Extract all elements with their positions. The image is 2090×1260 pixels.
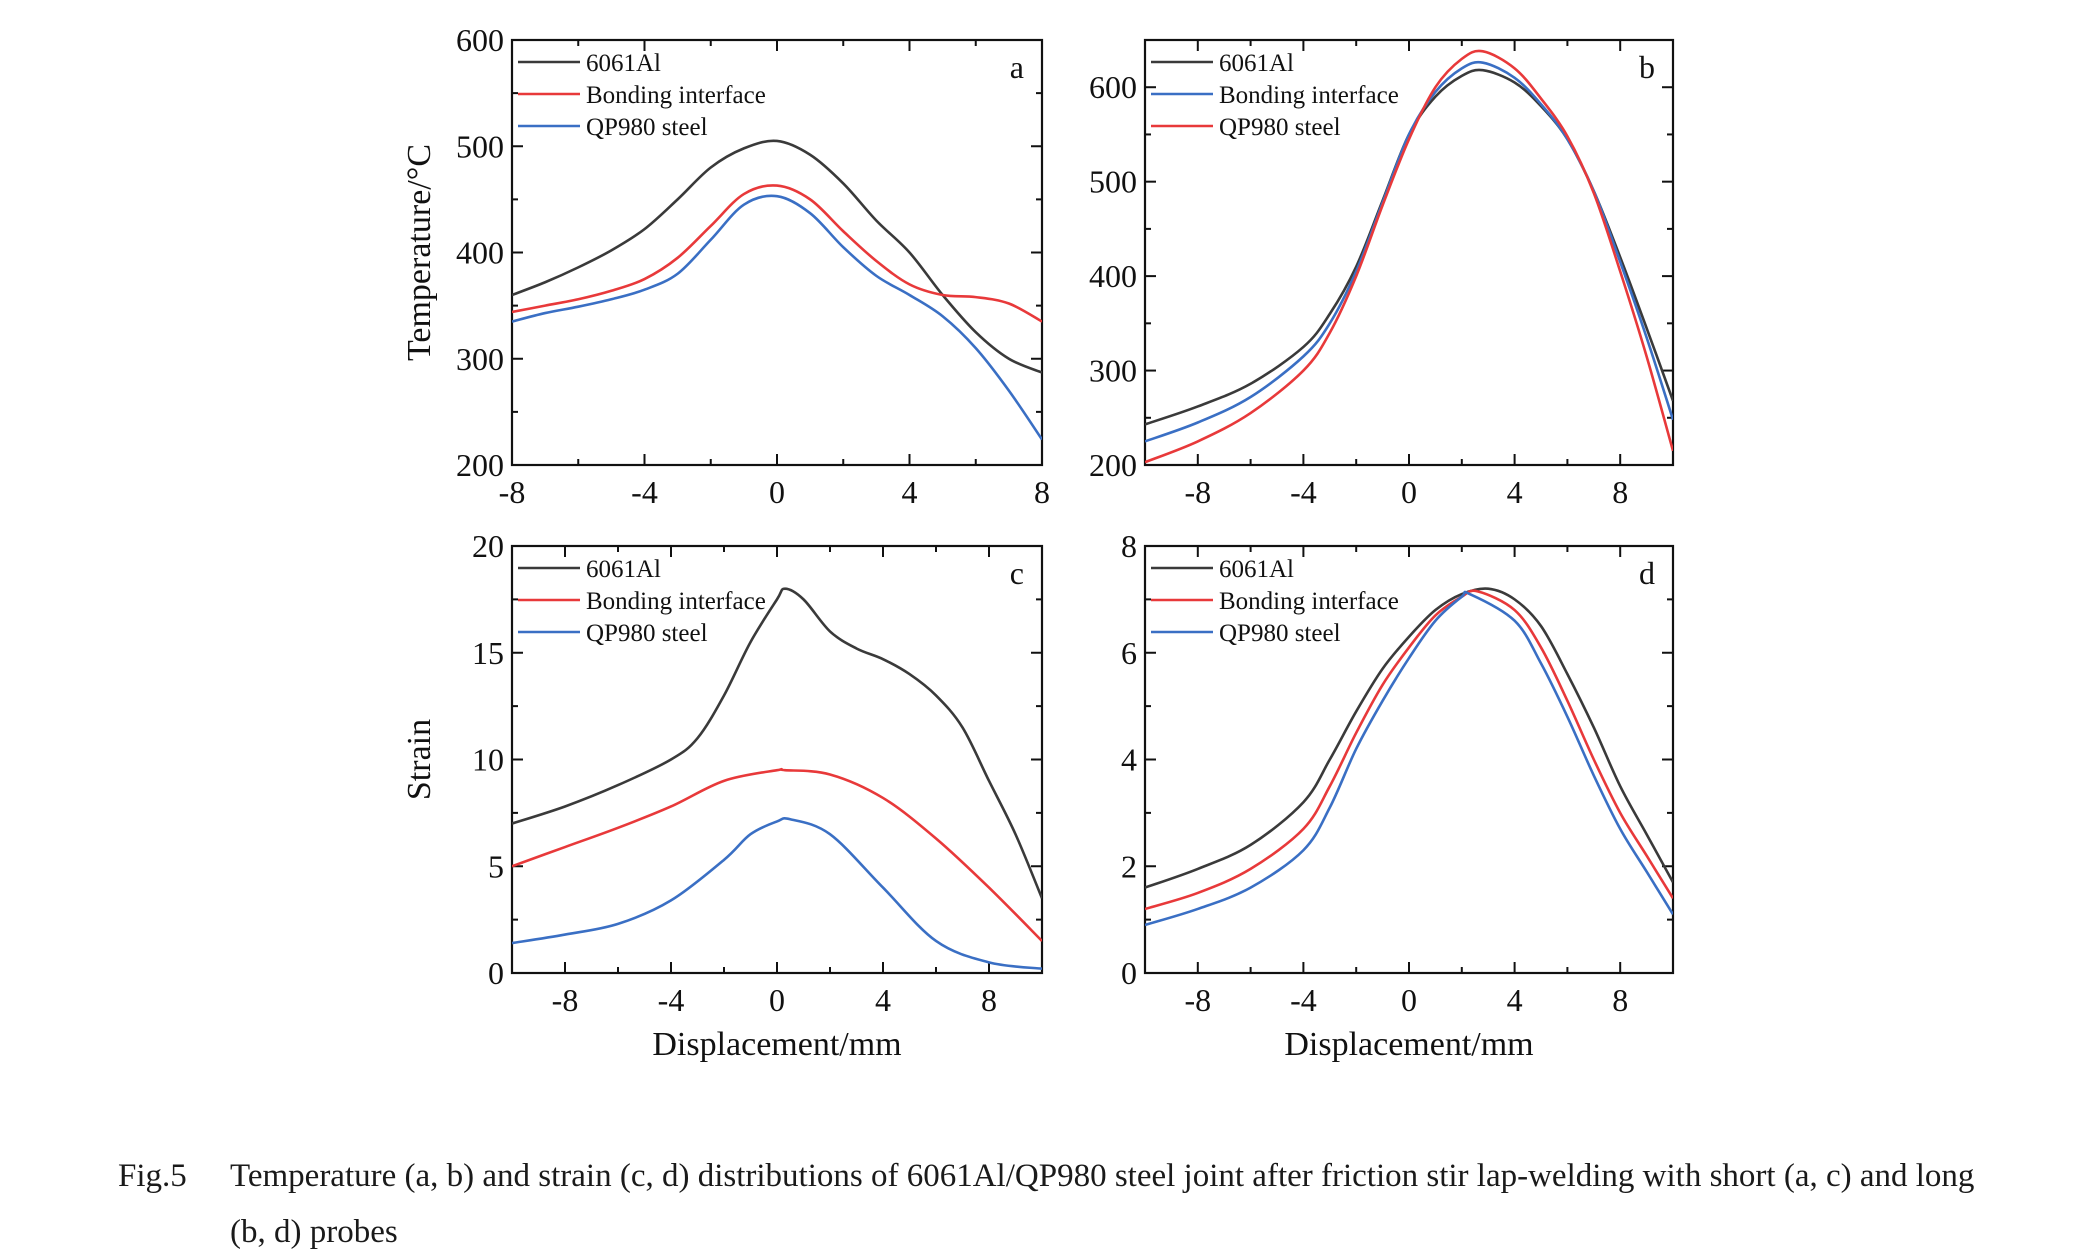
x-tick-label: -8 [1184,982,1211,1018]
panel-a: -8 -4 0 4 8 200 300 400 500 600 Temperature/°C a 606… [401,22,1050,510]
legend-label: 6061Al [1219,556,1294,583]
x-tick-label: 8 [1612,982,1628,1018]
x-tick-label: 0 [1401,982,1417,1018]
y-tick-label: 200 [1089,447,1137,483]
x-tick-label: -4 [658,982,685,1018]
y-tick-label: 500 [1089,164,1137,200]
x-tick-label: -8 [499,474,526,510]
legend-label: 6061Al [586,556,661,583]
y-tick-label: 300 [456,341,504,377]
panel-d: -8 -4 0 4 8 0 2 4 6 8 Displacement/mm d 6061Al Bondin… [1121,528,1675,1063]
series-line [512,587,1042,899]
x-tick-label: 0 [769,982,785,1018]
legend-label: QP980 steel [586,114,708,141]
y-tick-label: 200 [456,447,504,483]
x-tick-label: 4 [875,982,891,1018]
panel-letter: b [1639,49,1655,85]
y-tick-label: 6 [1121,635,1137,671]
legend-label: 6061Al [1219,50,1294,77]
panel-c: -8 -4 0 4 8 0 5 10 15 20 Strain Displacement/mm c 606… [401,528,1044,1063]
panel-letter: a [1010,49,1024,85]
legend-label: Bonding interface [586,82,766,109]
series-line [1145,49,1673,464]
y-axis-label: Temperature/°C [401,144,438,361]
x-tick-label: -8 [1184,474,1211,510]
x-tick-label: 4 [1507,474,1523,510]
legend-label: QP980 steel [586,620,708,647]
x-axis-label: Displacement/mm [652,1026,901,1063]
caption-label: Fig.5 [118,1158,187,1194]
x-axis-label: Displacement/mm [1284,1026,1533,1063]
legend-label: QP980 steel [1219,114,1341,141]
x-tick-label: 8 [1612,474,1628,510]
x-tick-label: -4 [631,474,658,510]
y-tick-label: 2 [1121,848,1137,884]
legend-label: Bonding interface [1219,82,1399,109]
y-tick-label: 400 [1089,258,1137,294]
x-tick-label: 4 [1507,982,1523,1018]
panel-b: -8 -4 0 4 8 200 300 400 500 600 b 6061Al Bonding int… [1089,38,1675,510]
y-tick-label: 5 [488,848,504,884]
y-tick-label: 400 [456,235,504,271]
y-tick-label: 600 [1089,69,1137,105]
x-tick-label: -8 [552,982,579,1018]
legend-label: Bonding interface [586,588,766,615]
panel-letter: c [1010,555,1024,591]
y-tick-label: 4 [1121,742,1137,778]
legend-label: 6061Al [586,50,661,77]
y-tick-label: 15 [472,635,504,671]
x-tick-label: 0 [769,474,785,510]
y-tick-label: 20 [472,528,504,564]
series-line [1145,590,1673,927]
x-tick-label: 4 [902,474,918,510]
y-tick-label: 0 [488,955,504,991]
y-tick-label: 600 [456,22,504,58]
series-line [512,767,1042,942]
y-tick-label: 10 [472,742,504,778]
x-tick-label: -4 [1290,474,1317,510]
x-tick-label: 8 [981,982,997,1018]
y-tick-label: 0 [1121,955,1137,991]
x-tick-label: 0 [1401,474,1417,510]
legend-label: Bonding interface [1219,588,1399,615]
x-tick-label: 8 [1034,474,1050,510]
series-line [512,194,1042,441]
series-line [1145,60,1673,443]
legend-label: QP980 steel [1219,620,1341,647]
x-tick-label: -4 [1290,982,1317,1018]
panel-letter: d [1639,555,1655,591]
y-tick-label: 500 [456,128,504,164]
caption-text: Temperature (a, b) and strain (c, d) dis… [230,1158,1975,1250]
series-line [512,139,1042,374]
series-line [512,817,1042,971]
series-line [512,184,1042,323]
y-tick-label: 8 [1121,528,1137,564]
y-tick-label: 300 [1089,353,1137,389]
series-line [1145,589,1673,911]
series-line [1145,587,1673,889]
y-axis-label: Strain [401,719,438,800]
